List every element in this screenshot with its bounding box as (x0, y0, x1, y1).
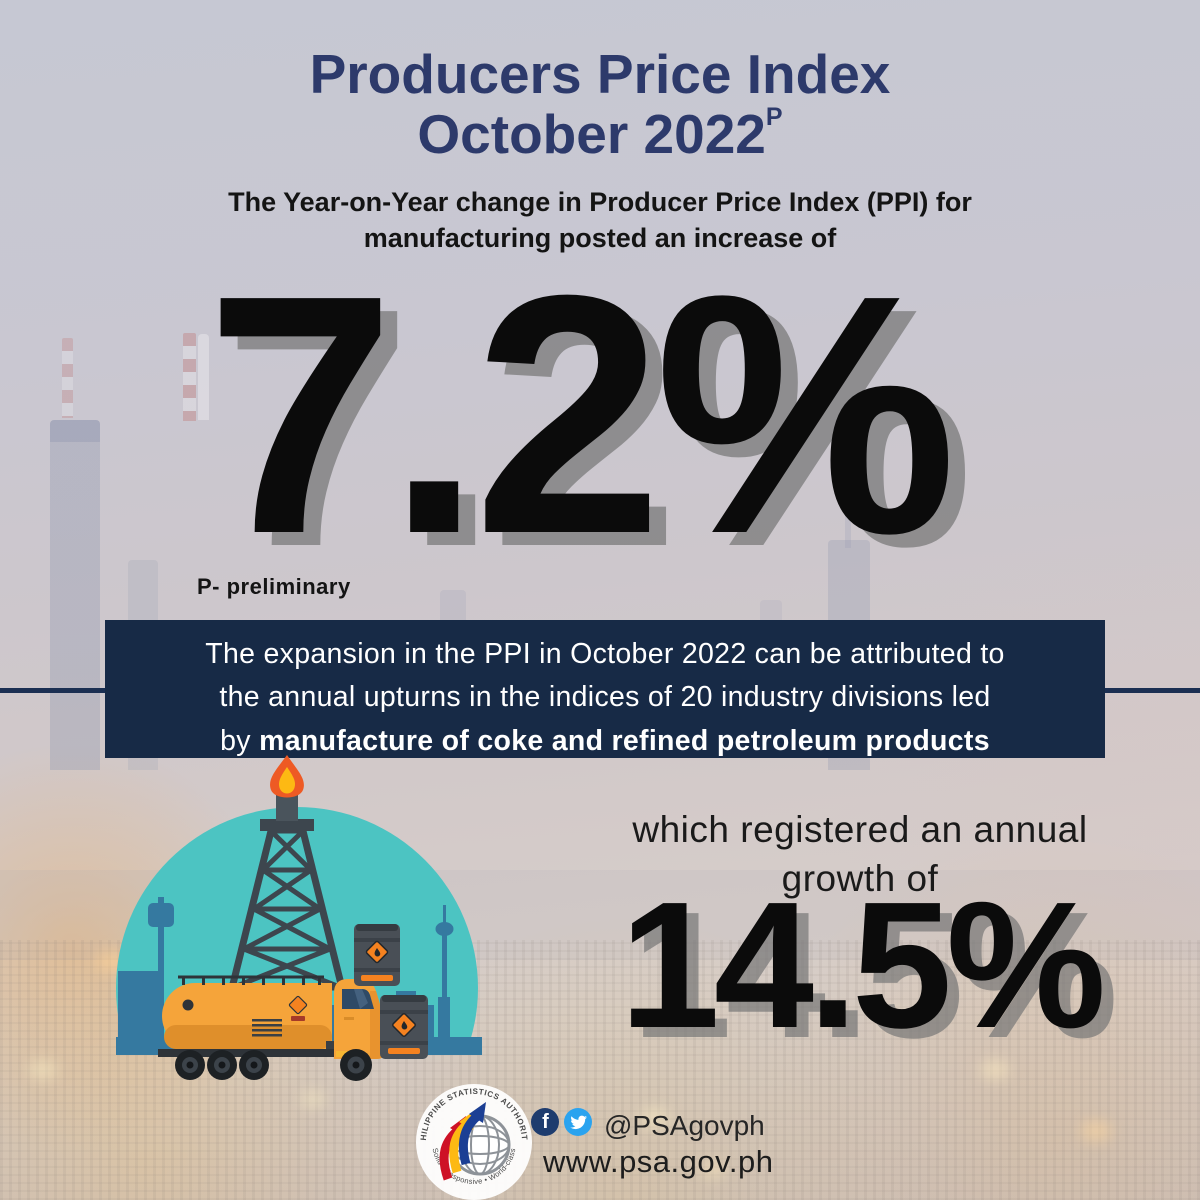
background-light-glow (880, 1010, 908, 1028)
secondary-stat-value: 14.5% (619, 865, 1106, 1066)
preliminary-footnote: P- preliminary (197, 574, 351, 599)
flame-icon (270, 755, 304, 798)
psa-logo-arrows (439, 1102, 486, 1181)
key-message-banner: The expansion in the PPI in October 2022… (105, 620, 1105, 758)
secondary-lead-line2: growth of (781, 858, 939, 900)
title-line2: October 2022P (0, 102, 1200, 165)
background-light-glow (1080, 1120, 1112, 1142)
intro-line2: manufacturing posted an increase of (363, 223, 837, 254)
secondary-stat-lead: which registered an annual growth of (555, 805, 1165, 903)
oil-barrel-icon (354, 924, 400, 986)
twitter-icon[interactable] (564, 1108, 592, 1136)
background-light-glow (28, 1060, 58, 1080)
background-light-glow (300, 1090, 326, 1108)
intro-text: The Year-on-Year change in Producer Pric… (0, 184, 1200, 257)
background-light-glow (700, 1160, 726, 1178)
background-chimney-silhouette (198, 334, 209, 420)
page-title: Producers Price Index October 2022P (0, 45, 1200, 164)
background-light-glow (980, 1060, 1010, 1080)
banner-line3: by manufacture of coke and refined petro… (105, 720, 1105, 763)
twitter-bird-glyph (569, 1115, 587, 1129)
social-handle[interactable]: @PSAgovph (604, 1110, 765, 1141)
background-mast-silhouette (845, 468, 851, 548)
title-line1: Producers Price Index (309, 43, 891, 105)
title-line2-text: October 2022 (417, 102, 766, 165)
banner-line2: the annual upturns in the indices of 20 … (219, 681, 991, 714)
facebook-icon[interactable]: f (531, 1108, 559, 1136)
background-chimney-striped (183, 333, 196, 421)
tanker-truck-icon (158, 975, 385, 1081)
psa-logo: PHILIPPINE STATISTICS AUTHORITY Solid • … (414, 1082, 532, 1200)
intro-line1: The Year-on-Year change in Producer Pric… (228, 187, 972, 217)
oil-barrel-icon (380, 995, 428, 1059)
preliminary-superscript: P (765, 102, 783, 131)
banner-line3-bold: manufacture of coke and refined petroleu… (259, 724, 990, 757)
oil-industry-illustration (116, 755, 482, 1081)
background-light-glow (640, 1108, 670, 1128)
secondary-lead-line1: which registered an annual (632, 809, 1088, 850)
banner-line3-prefix: by (220, 724, 260, 757)
truck-wheels (175, 1049, 372, 1081)
background-chimney-silhouette (50, 420, 100, 770)
banner-line1: The expansion in the PPI in October 2022… (205, 638, 1005, 670)
headline-stat-value: 7.2% (206, 225, 957, 605)
website-url[interactable]: www.psa.gov.ph (543, 1144, 774, 1179)
background-chimney-striped (62, 338, 73, 418)
